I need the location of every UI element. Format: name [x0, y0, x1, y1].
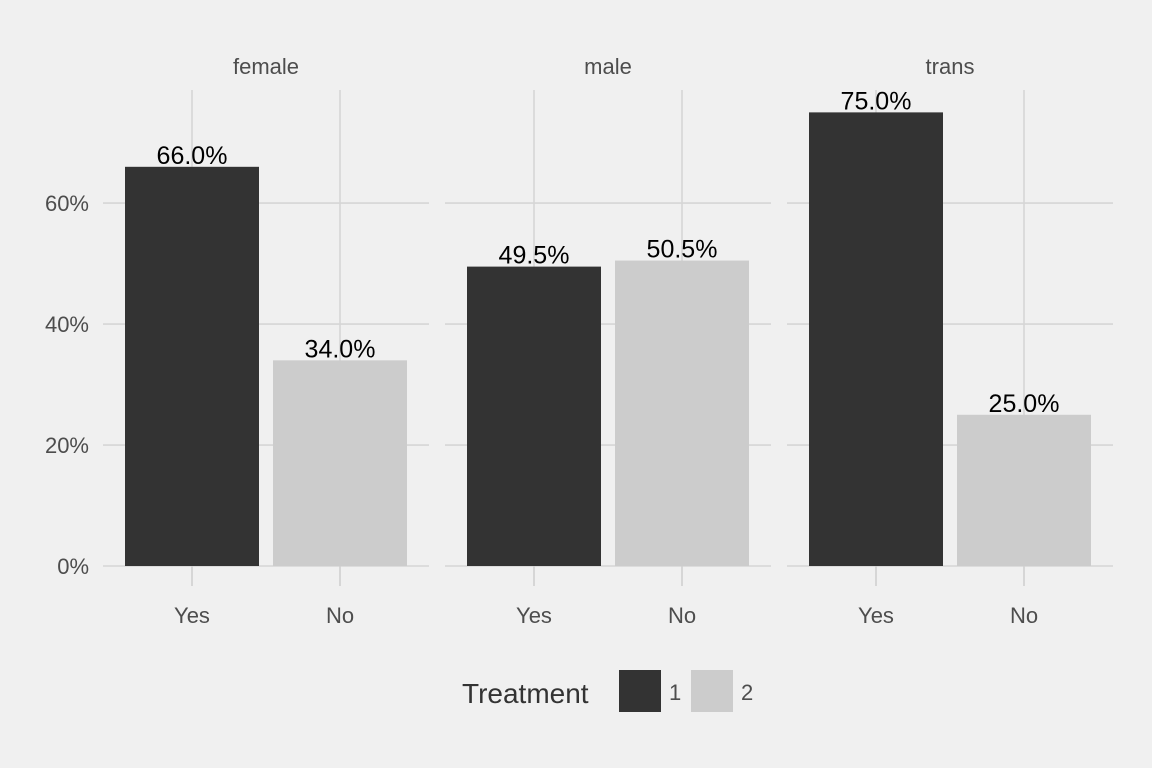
facet-panel-female: female 66.0% Yes 34.0% No	[103, 54, 429, 628]
x-tick-label-yes: Yes	[516, 603, 552, 628]
data-label-male-yes: 49.5%	[499, 242, 570, 270]
y-tick-label-60: 60%	[45, 191, 89, 216]
bar-female-no	[273, 360, 407, 566]
facet-panel-male: male 49.5% Yes 50.5% No	[445, 54, 771, 628]
legend-title: Treatment	[462, 678, 589, 709]
legend: Treatment 1 2	[462, 670, 753, 712]
bar-trans-yes	[809, 112, 943, 566]
x-tick-label-yes: Yes	[174, 603, 210, 628]
facet-panels: female 66.0% Yes 34.0% No male 49.5% Yes 50.5% No…	[103, 54, 1113, 628]
bar-male-yes	[467, 266, 601, 566]
legend-swatch-2	[691, 670, 733, 712]
x-tick-label-yes: Yes	[858, 603, 894, 628]
data-label-male-no: 50.5%	[647, 236, 718, 264]
x-tick-label-no: No	[1010, 603, 1038, 628]
bar-female-yes	[125, 166, 259, 566]
y-axis: 0% 20% 40% 60%	[45, 191, 89, 579]
facet-panel-trans: trans 75.0% Yes 25.0% No	[787, 54, 1113, 628]
data-label-female-yes: 66.0%	[157, 142, 228, 170]
legend-label-2: 2	[741, 680, 753, 705]
legend-label-1: 1	[669, 680, 681, 705]
x-tick-label-no: No	[668, 603, 696, 628]
y-tick-label-20: 20%	[45, 433, 89, 458]
x-tick-label-no: No	[326, 603, 354, 628]
facet-title-male: male	[584, 54, 632, 79]
legend-swatch-1	[619, 670, 661, 712]
facet-title-female: female	[233, 54, 299, 79]
data-label-female-no: 34.0%	[305, 335, 376, 363]
bar-trans-no	[957, 414, 1091, 566]
data-label-trans-no: 25.0%	[989, 390, 1060, 418]
y-tick-label-0: 0%	[57, 554, 89, 579]
data-label-trans-yes: 75.0%	[841, 87, 912, 115]
bar-male-no	[615, 260, 749, 566]
y-tick-label-40: 40%	[45, 312, 89, 337]
facet-title-trans: trans	[926, 54, 975, 79]
